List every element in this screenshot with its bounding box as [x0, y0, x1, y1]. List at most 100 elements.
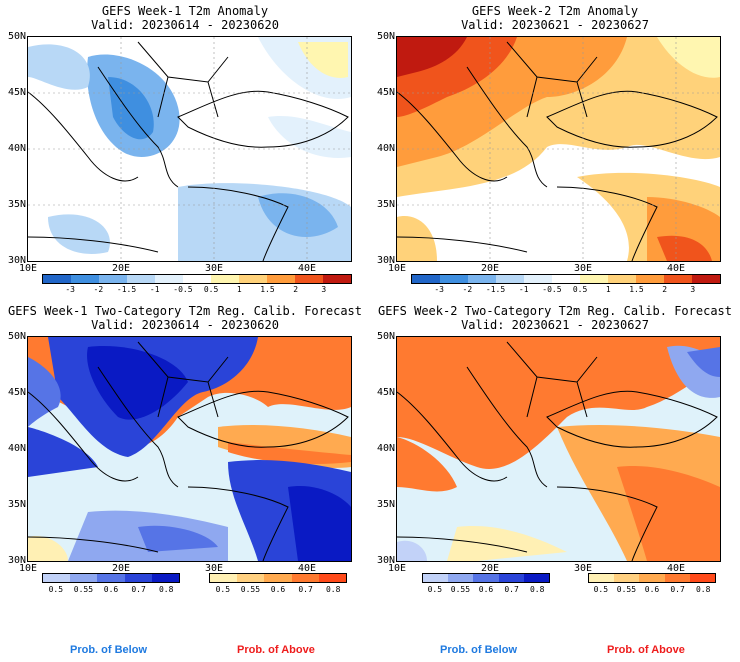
colorbar-swatch [589, 574, 615, 582]
panel-valid: Valid: 20230614 - 20230620 [91, 318, 279, 332]
prob-below-colorbar [422, 573, 550, 583]
colorbar-tick-label: 3 [321, 285, 327, 294]
lon-label: 10E [18, 263, 38, 274]
colorbar-tick-label: -1 [149, 285, 160, 294]
lon-label: 20E [111, 563, 131, 574]
lat-label: 40N [376, 143, 395, 154]
prob-below-ticks: 0.5 0.55 0.6 0.7 0.8 [42, 585, 180, 595]
colorbar-tick-label: 0.6 [103, 585, 119, 594]
colorbar-tick-label: 0.5 [203, 285, 219, 294]
colorbar-tick-label: 1.5 [260, 285, 275, 294]
lon-label: 30E [204, 563, 224, 574]
colorbar-tick-label: 0.6 [644, 585, 660, 594]
colorbar-tick-label: 3 [690, 285, 696, 294]
lon-label: 30E [573, 563, 593, 574]
colorbar-tick-label: -1 [518, 285, 529, 294]
colorbar-swatch [151, 574, 180, 582]
lon-label: 20E [480, 563, 500, 574]
lat-label: 30N [376, 255, 395, 266]
colorbar-tick-label: 0.8 [325, 585, 341, 594]
colorbar-swatch [124, 574, 152, 582]
colorbar-tick-label: 1 [236, 285, 242, 294]
colorbar-tick-label: -1.5 [116, 285, 137, 294]
anomaly-colorbar [42, 274, 352, 284]
colorbar-swatch [412, 275, 440, 283]
prob-above-colorbar [588, 573, 716, 583]
colorbar-swatch [689, 574, 716, 582]
panel-week2-probability: GEFS Week-2 Two-Category T2m Reg. Calib.… [370, 300, 740, 600]
lat-label: 50N [376, 31, 395, 42]
colorbar-tick-label: 0.5 [572, 285, 588, 294]
colorbar-swatch [71, 275, 99, 283]
anomaly-colorbar [411, 274, 721, 284]
colorbar-swatch [692, 275, 720, 283]
colorbar-tick-label: 2 [662, 285, 668, 294]
colorbar-swatch [183, 275, 211, 283]
colorbar-tick-label: 0.55 [240, 585, 261, 594]
lat-label: 50N [7, 31, 26, 42]
colorbar-swatch [498, 574, 524, 582]
colorbar-swatch [608, 275, 636, 283]
lat-label: 45N [7, 87, 26, 98]
colorbar-swatch [639, 574, 665, 582]
colorbar-tick-label: 0.8 [529, 585, 545, 594]
lon-label: 20E [480, 263, 500, 274]
prob-above-ticks: 0.5 0.55 0.6 0.7 0.8 [209, 585, 347, 595]
colorbar-swatch [43, 574, 71, 582]
colorbar-tick-label: 0.5 [48, 585, 64, 594]
lat-label: 40N [7, 143, 26, 154]
colorbar-swatch [496, 275, 524, 283]
colorbar-tick-label: 0.7 [298, 585, 313, 594]
panel-valid: Valid: 20230621 - 20230627 [461, 318, 649, 332]
panel-valid: Valid: 20230614 - 20230620 [91, 18, 279, 32]
panel-title: GEFS Week-2 Two-Category T2m Reg. Calib.… [377, 304, 732, 318]
anomaly-colorbar-ticks: -3 -2 -1.5 -1 -0.5 0.5 1 1.5 2 3 [42, 285, 352, 295]
lon-label: 10E [387, 563, 407, 574]
lon-label: 30E [204, 263, 224, 274]
map-week1-anomaly [27, 36, 352, 262]
colorbar-swatch [264, 574, 292, 582]
colorbar-tick-label: 1.5 [629, 285, 644, 294]
colorbar-swatch [473, 574, 499, 582]
colorbar-swatch [524, 275, 552, 283]
colorbar-swatch [70, 574, 98, 582]
colorbar-tick-label: 0.55 [450, 585, 471, 594]
colorbar-swatch [155, 275, 183, 283]
lat-label: 35N [7, 499, 26, 510]
colorbar-tick-label: 0.5 [215, 585, 231, 594]
colorbar-tick-label: 0.8 [158, 585, 174, 594]
colorbar-tick-label: 0.5 [593, 585, 609, 594]
colorbar-swatch [614, 574, 640, 582]
lat-label: 30N [376, 555, 395, 566]
lat-label: 40N [376, 443, 395, 454]
lat-label: 45N [7, 387, 26, 398]
panel-week1-anomaly: GEFS Week-1 T2m Anomaly Valid: 20230614 … [0, 0, 370, 300]
colorbar-swatch [636, 275, 664, 283]
colorbar-swatch [211, 275, 239, 283]
prob-below-label: Prob. of Below [440, 644, 517, 656]
colorbar-tick-label: 0.55 [616, 585, 637, 594]
lat-label: 45N [376, 87, 395, 98]
colorbar-tick-label: -0.5 [173, 285, 193, 294]
lat-label: 35N [376, 499, 395, 510]
panel-week2-anomaly: GEFS Week-2 T2m Anomaly Valid: 20230621 … [370, 0, 740, 300]
lon-label: 40E [666, 563, 686, 574]
colorbar-swatch [523, 574, 550, 582]
colorbar-tick-label: -2 [93, 285, 104, 294]
colorbar-tick-label: 0.55 [73, 585, 94, 594]
colorbar-swatch [295, 275, 323, 283]
map-week2-anomaly [396, 36, 721, 262]
lon-label: 30E [573, 263, 593, 274]
prob-below-label: Prob. of Below [70, 644, 147, 656]
lat-label: 35N [376, 199, 395, 210]
colorbar-swatch [127, 275, 155, 283]
colorbar-tick-label: 0.5 [427, 585, 443, 594]
colorbar-tick-label: -3 [434, 285, 444, 294]
lon-label: 10E [387, 263, 407, 274]
lat-label: 30N [7, 255, 26, 266]
colorbar-tick-label: 2 [293, 285, 299, 294]
colorbar-swatch [43, 275, 71, 283]
lat-label: 35N [7, 199, 26, 210]
prob-above-colorbar [209, 573, 347, 583]
map-week2-probability [396, 336, 721, 562]
